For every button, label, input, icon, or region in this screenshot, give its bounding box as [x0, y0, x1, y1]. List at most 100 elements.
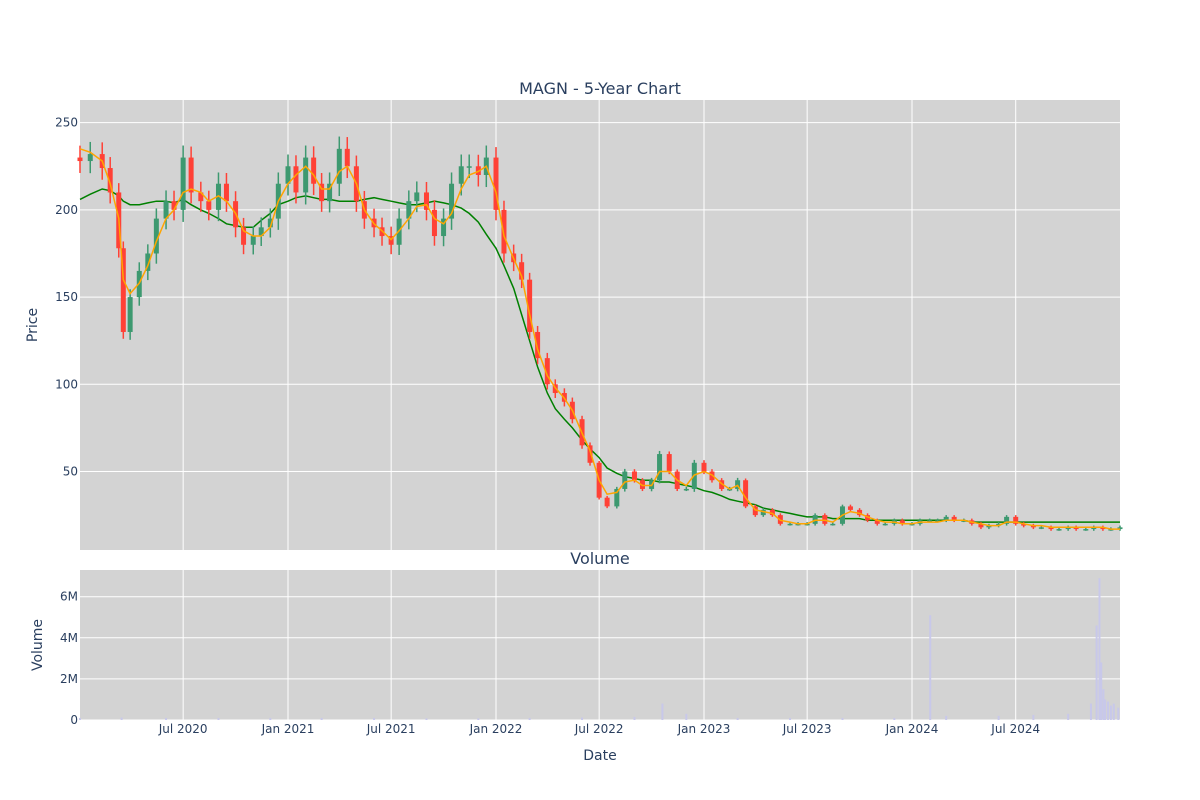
- x-tick-label: Jul 2022: [574, 722, 624, 736]
- x-tick-label: Jul 2023: [782, 722, 832, 736]
- volume-bar: [1067, 713, 1070, 720]
- candle-body: [666, 454, 672, 472]
- candle-body: [787, 523, 793, 526]
- candle-body: [163, 201, 169, 219]
- volume-bar: [477, 718, 480, 720]
- volume-y-tick-label: 4M: [60, 631, 78, 645]
- volume-bar: [1032, 714, 1035, 720]
- volume-bar: [1100, 662, 1103, 720]
- candle-body: [311, 157, 317, 184]
- candle-body: [927, 520, 933, 522]
- price-ma-short-series: [79, 148, 1120, 530]
- candle-body: [535, 331, 541, 359]
- candle-body: [812, 515, 818, 524]
- volume-plot-area[interactable]: [80, 570, 1120, 720]
- candle-body: [847, 506, 853, 510]
- candle-body: [795, 523, 801, 526]
- candle-body: [1004, 516, 1010, 524]
- volume-bar: [1112, 703, 1115, 720]
- volume-bar: [685, 713, 688, 720]
- candle-body: [978, 523, 984, 528]
- candle-body: [1030, 525, 1036, 528]
- candle-body: [127, 297, 133, 332]
- candle-body: [458, 166, 464, 184]
- candle-body: [986, 525, 992, 528]
- volume-bar: [373, 717, 376, 720]
- volume-bar: [1117, 707, 1120, 720]
- x-tick-label: Jan 2022: [469, 722, 523, 736]
- candle-body: [614, 488, 620, 507]
- x-tick-label: Jan 2023: [677, 722, 731, 736]
- x-axis-label: Date: [583, 748, 616, 764]
- volume-bar: [425, 718, 428, 720]
- volume-bar: [1095, 625, 1098, 720]
- candle-body: [935, 520, 941, 522]
- candle-body: [406, 201, 412, 219]
- volume-bar: [79, 717, 81, 720]
- volume-bar: [1109, 705, 1112, 720]
- x-tick-label: Jul 2020: [158, 722, 208, 736]
- volume-bar: [893, 717, 896, 720]
- candle-body: [145, 253, 151, 271]
- candle-body: [431, 209, 437, 237]
- candle-body: [1038, 527, 1044, 529]
- candle-body: [319, 183, 325, 202]
- candle-body: [865, 515, 871, 521]
- candle-body: [822, 515, 828, 524]
- candle-body: [1065, 527, 1071, 530]
- volume-bar: [841, 717, 844, 720]
- candle-body: [909, 523, 915, 526]
- candle-body: [1013, 516, 1019, 524]
- candle-body: [188, 157, 194, 193]
- candle-body: [587, 445, 593, 463]
- candle-body: [293, 166, 299, 193]
- price-y-axis-label: Price: [25, 308, 41, 342]
- candle-body: [250, 236, 256, 245]
- price-y-tick-label: 100: [55, 377, 78, 391]
- volume-bar: [661, 703, 664, 720]
- candle-body: [857, 509, 863, 516]
- volume-bar: [945, 715, 948, 720]
- volume-bar: [217, 717, 220, 720]
- x-tick-label: Jul 2024: [990, 722, 1040, 736]
- candle-body: [120, 248, 126, 332]
- volume-bar: [1102, 689, 1105, 720]
- candle-body: [899, 520, 905, 524]
- candle-body: [719, 480, 725, 489]
- candle-body: [344, 148, 350, 167]
- candle-body: [961, 520, 967, 522]
- volume-y-ticks: 0 2M 4M 6M: [60, 590, 78, 727]
- volume-bar: [997, 715, 1000, 720]
- candle-body: [303, 157, 309, 193]
- volume-bar: [789, 717, 792, 720]
- candle-body: [171, 201, 177, 210]
- price-y-tick-label: 250: [55, 116, 78, 130]
- volume-bar: [581, 717, 584, 720]
- volume-bar: [528, 717, 531, 720]
- candle-body: [1083, 529, 1089, 531]
- x-tick-label: Jan 2024: [885, 722, 939, 736]
- volume-bar: [269, 717, 272, 720]
- candle-body: [951, 516, 957, 521]
- candle-body: [206, 201, 212, 210]
- candle-body: [631, 471, 637, 481]
- volume-bar: [320, 717, 323, 720]
- candle-body: [441, 218, 447, 237]
- candle-body: [752, 506, 758, 516]
- candle-body: [1048, 527, 1054, 530]
- volume-y-tick-label: 6M: [60, 590, 78, 604]
- volume-bar: [929, 615, 932, 720]
- candle-body: [804, 523, 810, 526]
- candle-body: [327, 183, 333, 202]
- candle-body: [882, 523, 888, 526]
- candle-body: [198, 192, 204, 202]
- candle-body: [223, 183, 229, 202]
- volume-bar: [165, 717, 168, 720]
- candle-body: [1021, 523, 1027, 526]
- candle-body: [743, 480, 749, 507]
- candle-body: [830, 523, 836, 526]
- candle-body: [107, 168, 113, 193]
- volume-chart-title: Volume: [570, 549, 630, 568]
- candle-body: [258, 227, 264, 237]
- volume-y-axis-label: Volume: [30, 619, 46, 671]
